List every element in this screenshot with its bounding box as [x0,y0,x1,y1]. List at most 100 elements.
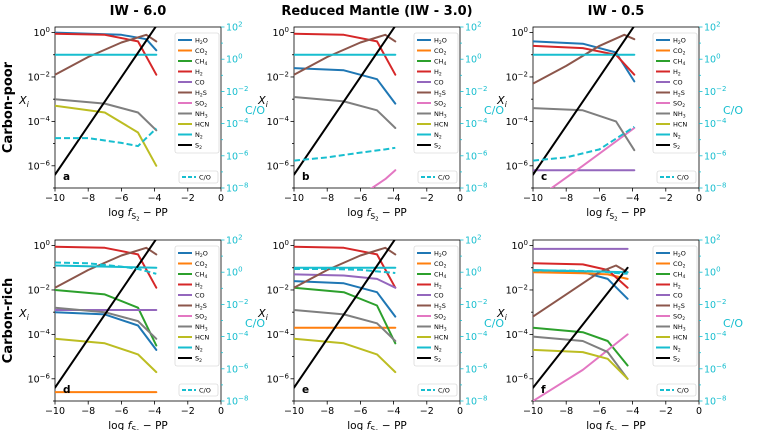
series-line-s2 [294,27,396,176]
series-group [55,27,158,176]
legend-label: CO [195,79,205,87]
y-tick-label: 10−4 [28,328,51,341]
legend-label: CH4 [434,58,446,68]
legend-label: NH3 [195,110,208,120]
legend-label: H2S [195,302,207,312]
legend-label: H2S [434,302,446,312]
legend-label: S2 [434,355,441,365]
legend-label: C/O [199,387,211,395]
series-line-s2 [294,240,396,389]
legend-label: CO [195,292,205,300]
co-legend [178,170,219,184]
legend-label: SO2 [673,313,685,323]
x-tick-label: −6 [353,406,367,417]
y2-tick-label: 10−2 [226,298,248,311]
y-axis-label: Xi [496,94,508,109]
y2-tick-label: 10−6 [226,149,249,162]
x-tick-label: −10 [284,193,304,204]
y-tick-label: 100 [511,26,528,39]
legend-label: H2 [434,68,442,78]
series-line-nh3 [55,98,158,132]
series-line-s2 [55,27,157,176]
legend-label: H2S [195,89,207,99]
legend-label: CO2 [673,260,686,270]
series-line-ch4 [55,289,158,347]
y2-axis-label: C/O [484,104,504,117]
y2-tick-label: 100 [465,53,482,66]
legend-label: SO2 [195,313,207,323]
y2-tick-label: 10−2 [704,85,726,98]
x-tick-label: 0 [218,406,224,417]
series-line-h2 [294,245,397,289]
y2-tick-label: 10−6 [704,149,727,162]
y-tick-label: 100 [272,239,289,252]
y2-tick-label: 10−8 [704,182,726,195]
legend-label: C/O [438,174,450,182]
legend-label: CO2 [434,47,447,57]
y-tick-label: 10−6 [28,159,51,172]
x-tick-label: −10 [45,406,65,417]
x-tick-label: −8 [559,193,573,204]
legend-label: N2 [434,131,442,141]
y-tick-label: 10−6 [506,372,529,385]
y2-tick-label: 10−4 [226,330,249,343]
panel-letter: b [302,171,310,183]
legend-label: CO [673,79,683,87]
legend-label: N2 [434,344,442,354]
panel-letter: a [63,171,70,183]
series-line-h2o [55,311,158,351]
co-ratio-line [533,269,628,275]
x-axis-label: log fS2 − PP [108,207,167,223]
co-legend [656,383,697,397]
y-tick-label: 10−2 [28,283,50,296]
x-tick-label: −10 [523,193,543,204]
legend-label: SO2 [434,313,446,323]
y2-tick-label: 10−8 [704,395,726,408]
legend-label: H2O [673,250,686,260]
y2-tick-label: 102 [465,234,482,247]
y-axis-label: Xi [18,307,30,322]
y2-tick-label: 100 [226,53,243,66]
legend-label: NH3 [434,323,447,333]
y2-tick-label: 10−2 [465,298,487,311]
x-tick-label: −10 [45,193,65,204]
legend-label: H2S [673,302,685,312]
x-tick-label: 0 [457,406,463,417]
x-tick-label: −6 [114,193,128,204]
x-tick-label: −2 [181,193,195,204]
y2-axis-label: C/O [245,317,265,330]
y-tick-label: 100 [511,239,528,252]
co-legend [178,383,219,397]
y-tick-label: 10−2 [506,283,528,296]
y-tick-label: 100 [272,26,289,39]
y2-tick-label: 10−2 [226,85,248,98]
y2-tick-label: 10−8 [465,182,487,195]
legend-label: H2 [195,281,203,291]
x-axis-label: log fS2 − PP [347,207,406,223]
legend-label: HCN [673,121,687,129]
x-tick-label: −6 [353,193,367,204]
series-line-s2 [533,266,629,389]
row-title: Carbon-rich [1,278,16,363]
y-tick-label: 10−4 [506,328,529,341]
co-ratio-line [55,261,157,275]
legend-label: CO [673,292,683,300]
column-title: IW - 6.0 [110,4,167,19]
x-tick-label: −4 [387,193,401,204]
legend-label: H2 [195,68,203,78]
y2-tick-label: 100 [704,266,721,279]
legend-label: H2O [434,37,447,47]
series-line-nh3 [294,309,397,342]
y-tick-label: 10−2 [28,70,50,83]
series-group [294,27,397,188]
co-ratio-line [294,146,396,162]
series-line-h2o [294,67,397,105]
legend-label: NH3 [195,323,208,333]
x-tick-label: 0 [696,193,702,204]
series-line-n2 [55,264,158,269]
y2-tick-label: 10−6 [704,362,727,375]
y2-tick-label: 10−4 [465,330,488,343]
y-tick-label: 10−2 [267,70,289,83]
legend-label: H2O [195,250,208,260]
legend-label: N2 [195,131,203,141]
